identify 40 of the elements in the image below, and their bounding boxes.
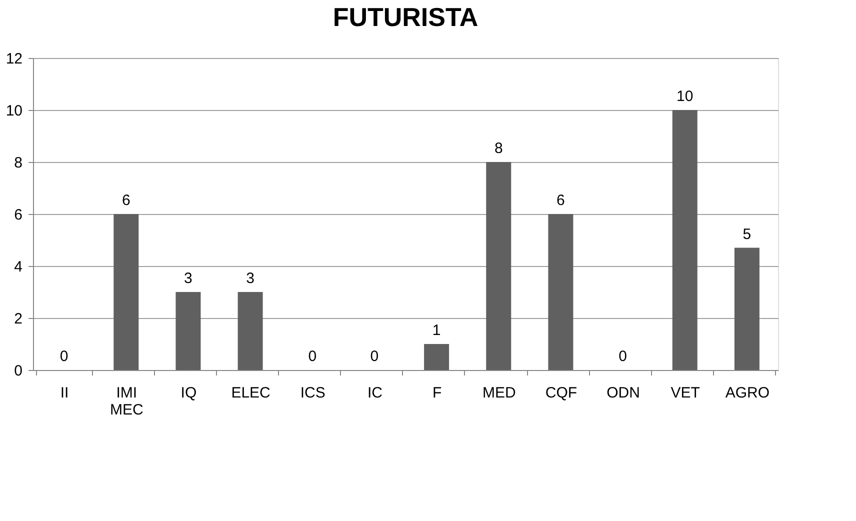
y-tick-label: 2 [14, 310, 22, 328]
y-tick-label: 6 [14, 206, 22, 224]
bar [114, 214, 139, 370]
data-label: 6 [556, 192, 565, 209]
x-tick-label: IMI MEC [110, 384, 144, 418]
data-label: 0 [618, 348, 627, 365]
y-tick-label: 4 [14, 258, 22, 276]
data-label: 8 [494, 140, 503, 157]
data-label: 0 [60, 348, 68, 365]
data-label: 3 [246, 270, 254, 287]
x-tick-label: VET [670, 384, 700, 402]
bar [486, 162, 512, 370]
data-label: 6 [122, 192, 130, 209]
bar [176, 292, 201, 370]
data-label: 0 [370, 348, 379, 365]
data-label: 1 [432, 322, 441, 339]
bar [672, 110, 698, 370]
data-label: 10 [676, 88, 694, 105]
data-label: 5 [742, 226, 752, 243]
x-tick-label: IQ [180, 384, 197, 402]
y-tick-label: 0 [14, 362, 22, 380]
x-tick-label: II [60, 384, 69, 402]
x-tick-label: ODN [606, 384, 640, 402]
x-tick-label: ICS [300, 384, 326, 402]
x-tick-label: IC [367, 384, 383, 402]
y-tick-label: 10 [6, 102, 22, 120]
bar [424, 344, 450, 370]
y-tick-label: 8 [14, 154, 22, 172]
x-tick-label: AGRO [725, 384, 770, 402]
data-label: 3 [184, 270, 192, 287]
x-tick-label: CQF [545, 384, 578, 402]
x-tick-label: ELEC [231, 384, 271, 402]
x-tick-label: F [432, 384, 442, 402]
bar [238, 292, 263, 370]
bar [548, 214, 574, 370]
y-tick-label: 12 [6, 50, 22, 68]
bar [734, 248, 760, 370]
data-label: 0 [308, 348, 317, 365]
x-tick-label: MED [482, 384, 516, 402]
chart-title: FUTURISTA [332, 2, 478, 32]
